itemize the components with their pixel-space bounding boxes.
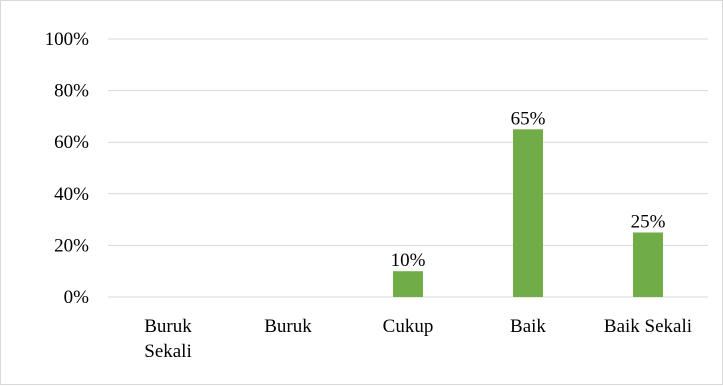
y-tick-label: 60%	[54, 132, 89, 153]
x-category-label: Cukup	[383, 316, 434, 337]
x-category-label-line: Baik	[510, 316, 546, 337]
gridlines	[108, 38, 708, 298]
y-tick-label: 40%	[54, 184, 89, 205]
bar-data-label: 25%	[631, 212, 666, 233]
y-tick-label: 100%	[45, 29, 90, 50]
x-category-label-line: Baik Sekali	[604, 316, 692, 337]
y-tick-label: 20%	[54, 235, 89, 256]
x-category-label: Buruk Sekali	[144, 316, 192, 362]
bar-data-label: 10%	[391, 250, 426, 271]
bar	[393, 271, 423, 297]
x-category-label-line: Buruk	[144, 316, 192, 337]
bars	[393, 129, 663, 297]
bar	[513, 129, 543, 297]
x-category-label-line: Cukup	[383, 316, 434, 337]
y-tick-label: 0%	[64, 287, 90, 308]
x-axis-categories: Buruk Sekali Buruk Cukup Baik Baik Sekali	[144, 316, 692, 362]
x-category-label: Baik Sekali	[604, 316, 692, 337]
y-tick-label: 80%	[54, 81, 89, 102]
x-category-label: Buruk	[264, 316, 312, 337]
bar	[633, 232, 663, 297]
data-labels: 10% 65% 25%	[391, 108, 666, 271]
bar-data-label: 65%	[511, 108, 546, 129]
y-axis-ticks: 0% 20% 40% 60% 80% 100%	[45, 29, 90, 308]
x-category-label-line: Sekali	[144, 341, 192, 362]
x-category-label: Baik	[510, 316, 546, 337]
x-category-label-line: Buruk	[264, 316, 312, 337]
